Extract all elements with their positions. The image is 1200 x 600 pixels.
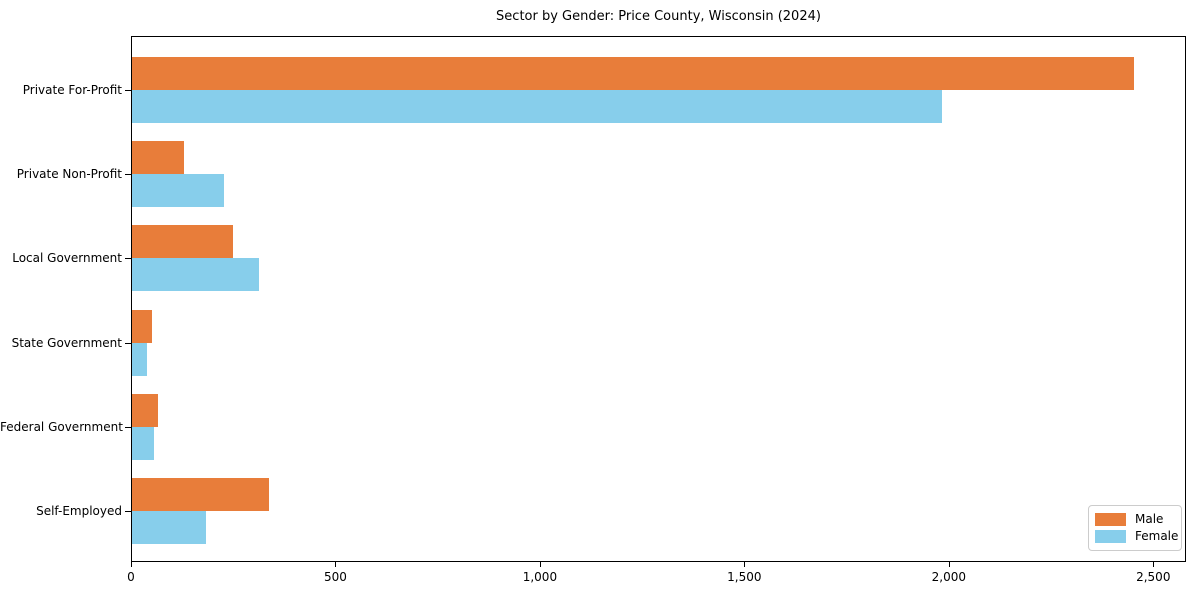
y-label-federal-government: Federal Government (0, 419, 123, 434)
bar-male-self-employed (132, 478, 270, 511)
x-tick-label-0: 0 (127, 570, 135, 584)
bar-female-private-non-profit (132, 174, 224, 208)
legend-item-male: Male (1095, 511, 1175, 528)
x-tick-label-2500: 2,500 (1136, 570, 1171, 584)
legend-label-male: Male (1135, 512, 1164, 526)
plot-area (131, 36, 1186, 562)
y-tick-state-government (125, 342, 131, 344)
x-tick-0 (131, 562, 132, 567)
y-label-local-government: Local Government (12, 251, 122, 266)
chart-title: Sector by Gender: Price County, Wisconsi… (496, 9, 821, 24)
bar-group-private-for-profit (131, 57, 1186, 123)
y-tick-private-for-profit (125, 90, 131, 91)
bar-female-federal-government (132, 426, 155, 460)
bar-male-local-government (132, 225, 233, 259)
legend-item-female: Female (1095, 528, 1179, 545)
y-label-private-non-profit: Private Non-Profit (16, 167, 122, 182)
x-tick-2000 (948, 562, 950, 567)
y-label-private-for-profit: Private For-Profit (22, 83, 122, 97)
bar-male-private-non-profit (132, 141, 184, 175)
y-tick-local-government (125, 258, 131, 260)
bar-male-federal-government (132, 393, 158, 427)
y-label-self-employed: Self-Employed (36, 504, 122, 518)
bar-female-state-government (132, 342, 148, 376)
bar-male-state-government (132, 309, 152, 343)
y-tick-private-non-profit (125, 174, 131, 176)
x-tick-500 (335, 562, 337, 567)
bar-group-private-non-profit (131, 141, 1186, 208)
bar-group-local-government (131, 225, 1186, 292)
bar-male-private-for-profit (132, 57, 1134, 90)
bar-female-private-for-profit (132, 90, 942, 123)
x-tick-label-1500: 1,500 (727, 570, 762, 584)
bar-female-local-government (132, 258, 259, 292)
x-tick-label-1000: 1,000 (522, 570, 558, 584)
x-tick-2500 (1153, 562, 1155, 567)
legend: Male Female (1088, 505, 1182, 551)
y-label-state-government: State Government (11, 335, 122, 350)
bar-group-state-government (131, 309, 1186, 376)
bar-group-self-employed (131, 478, 1186, 544)
x-tick-label-500: 500 (324, 570, 347, 584)
y-tick-self-employed (125, 511, 131, 512)
bar-female-self-employed (132, 511, 206, 544)
legend-swatch-male (1095, 513, 1126, 526)
legend-label-female: Female (1135, 529, 1179, 543)
x-tick-1000 (539, 562, 541, 567)
y-tick-federal-government (125, 426, 131, 428)
legend-swatch-female (1095, 530, 1126, 543)
x-tick-1500 (744, 562, 746, 567)
bar-group-federal-government (131, 393, 1186, 460)
x-tick-label-2000: 2,000 (931, 570, 966, 584)
